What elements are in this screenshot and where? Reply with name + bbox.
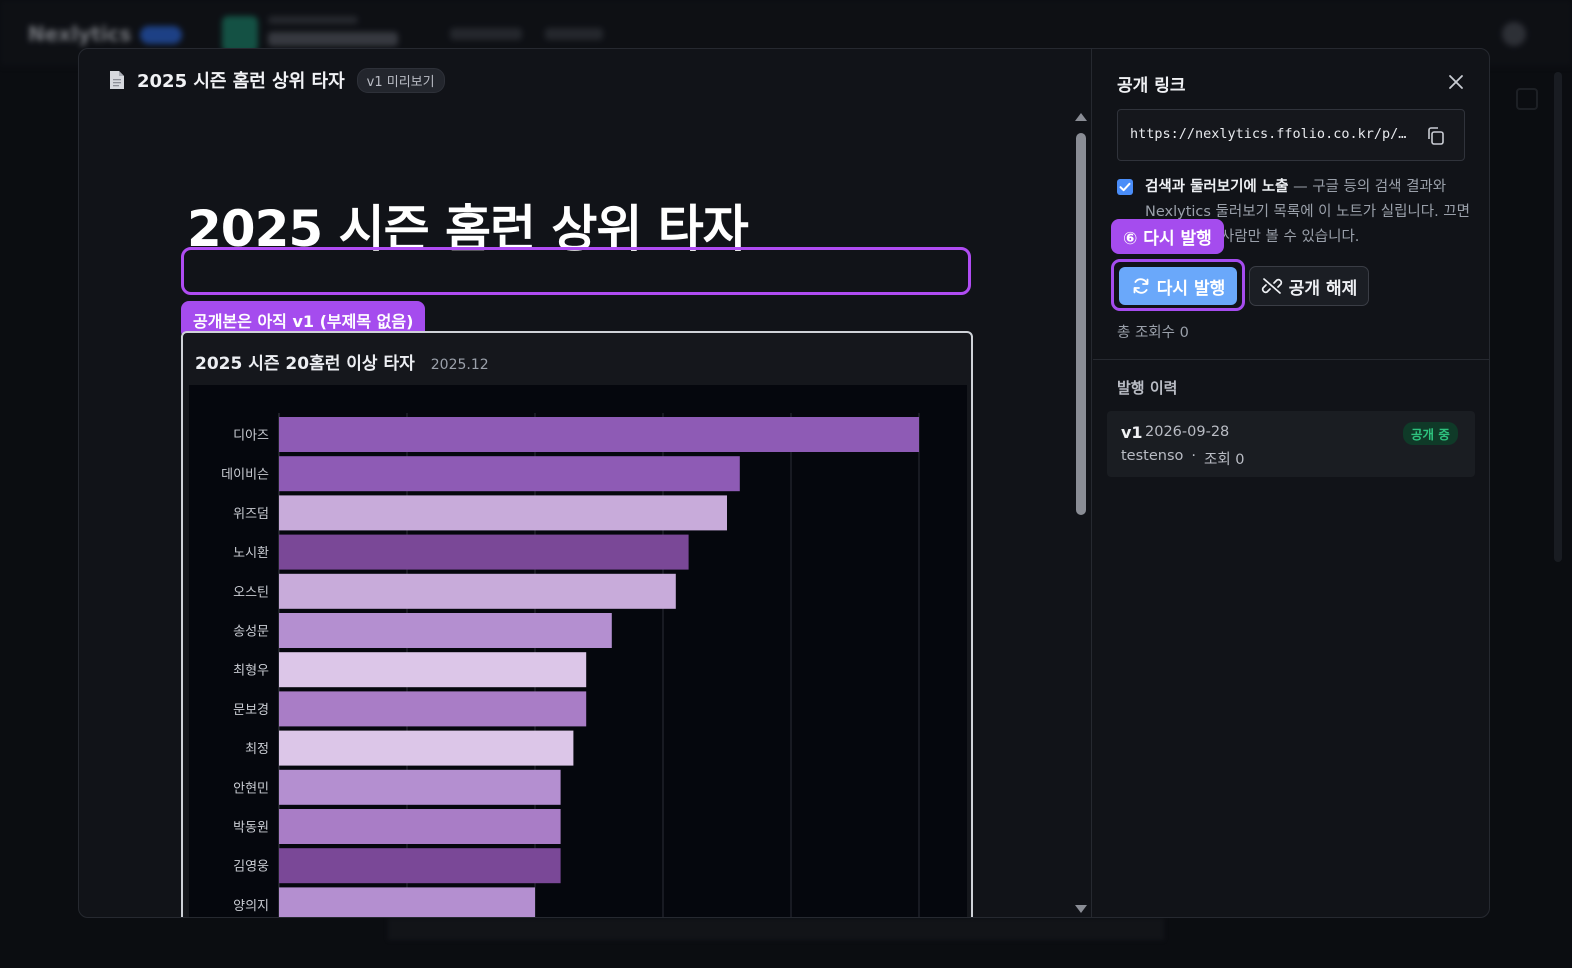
history-item[interactable]: v1 2026-09-28 공개 중 testenso · 조회 0: [1107, 411, 1475, 477]
bar[interactable]: [279, 573, 676, 609]
document-title: 2025 시즌 홈런 상위 타자: [137, 71, 345, 92]
background-workspace-icon: [222, 16, 258, 52]
public-link-title: 공개 링크: [1117, 76, 1186, 96]
scroll-up-arrow[interactable]: [1075, 113, 1087, 121]
checkmark-icon: [1119, 182, 1131, 192]
chart-card-date: 2025.12: [430, 357, 489, 373]
y-tick-label: 최형우: [233, 664, 269, 679]
bar[interactable]: [279, 534, 689, 570]
bar[interactable]: [279, 417, 919, 452]
pane-divider: [1091, 49, 1092, 917]
public-url-text: https://nexlytics.ffolio.co.kr/p/…: [1130, 126, 1407, 142]
document-icon: [109, 70, 125, 90]
refresh-icon: [1133, 278, 1149, 294]
bar[interactable]: [279, 613, 612, 648]
preview-pane: 2025 시즌 홈런 상위 타자 v1 미리보기 2025 시즌 홈런 상위 타…: [79, 49, 1093, 918]
republish-highlight-ring: [1111, 259, 1245, 311]
bar[interactable]: [279, 495, 727, 531]
close-icon: [1449, 75, 1463, 89]
scrollbar-thumb[interactable]: [1076, 133, 1086, 515]
bar[interactable]: [279, 848, 561, 884]
subtitle-highlight-box: [181, 247, 971, 295]
chart-card-title: 2025 시즌 20홈런 이상 타자: [195, 354, 415, 374]
publish-history-title: 발행 이력: [1117, 379, 1178, 397]
scroll-down-arrow[interactable]: [1075, 905, 1087, 913]
y-tick-label: 데이비슨: [221, 468, 269, 483]
exposure-label: 검색과 둘러보기에 노출: [1145, 179, 1289, 195]
preview-scroll-area[interactable]: 2025 시즌 홈런 상위 타자 공개본은 아직 v1 (부제목 없음) 202…: [79, 109, 1093, 918]
public-url-field[interactable]: https://nexlytics.ffolio.co.kr/p/…: [1117, 109, 1465, 161]
y-tick-label: 노시환: [233, 546, 269, 561]
history-version: v1: [1121, 423, 1143, 442]
background-footer: [388, 918, 1164, 940]
history-date: 2026-09-28: [1145, 424, 1230, 440]
y-tick-label: 양의지: [233, 899, 269, 914]
version-chip: v1 미리보기: [356, 67, 445, 93]
copy-icon: [1428, 127, 1444, 145]
history-meta: testenso · 조회 0: [1121, 448, 1245, 469]
copy-link-button[interactable]: [1424, 124, 1448, 148]
background-icon: [1516, 88, 1538, 110]
background-nav: [545, 28, 603, 40]
history-author: testenso: [1121, 448, 1184, 464]
bar[interactable]: [279, 730, 574, 766]
publish-modal: 2025 시즌 홈런 상위 타자 v1 미리보기 2025 시즌 홈런 상위 타…: [78, 48, 1490, 918]
chart-header: 2025 시즌 20홈런 이상 타자 2025.12: [195, 349, 489, 374]
y-tick-label: 김영웅: [233, 860, 269, 875]
preview-header: 2025 시즌 홈런 상위 타자 v1 미리보기: [109, 67, 445, 93]
section-divider: [1093, 359, 1489, 360]
y-tick-label: 위즈덤: [233, 507, 269, 522]
background-scrollbar: [1554, 72, 1562, 562]
background-logo: Nexlytics: [28, 22, 132, 46]
republish-button[interactable]: 다시 발행: [1119, 267, 1237, 305]
bar[interactable]: [279, 456, 740, 492]
bar[interactable]: [279, 652, 587, 688]
y-tick-label: 문보경: [233, 703, 269, 718]
exposure-checkbox[interactable]: [1117, 179, 1133, 195]
background-avatar: [1502, 22, 1526, 46]
history-views: 조회 0: [1204, 452, 1245, 468]
status-badge: 공개 중: [1403, 422, 1458, 445]
unlink-icon: [1261, 278, 1282, 294]
publish-panel: 공개 링크 https://nexlytics.ffolio.co.kr/p/……: [1093, 49, 1489, 917]
total-views: 총 조회수 0: [1117, 325, 1189, 341]
unpublish-button[interactable]: 공개 해제: [1249, 266, 1369, 306]
y-tick-label: 최정: [245, 742, 269, 757]
republish-step-callout: ⑥ 다시 발행: [1111, 219, 1224, 254]
close-button[interactable]: [1445, 71, 1467, 93]
y-tick-label: 안현민: [233, 781, 269, 796]
background-badge: [140, 26, 182, 44]
bar[interactable]: [279, 691, 587, 727]
bar[interactable]: [279, 769, 561, 805]
background-text: [268, 16, 358, 24]
background-text: [268, 32, 398, 46]
bar[interactable]: [279, 809, 561, 844]
bar[interactable]: [279, 887, 535, 918]
y-tick-label: 오스틴: [233, 585, 269, 600]
y-tick-label: 박동원: [233, 821, 269, 836]
unpublish-label: 공개 해제: [1288, 278, 1358, 299]
y-tick-label: 송성문: [233, 625, 269, 640]
republish-label: 다시 발행: [1156, 278, 1226, 299]
y-tick-label: 디아즈: [233, 429, 269, 444]
background-nav: [450, 28, 522, 40]
history-separator: ·: [1191, 448, 1196, 464]
